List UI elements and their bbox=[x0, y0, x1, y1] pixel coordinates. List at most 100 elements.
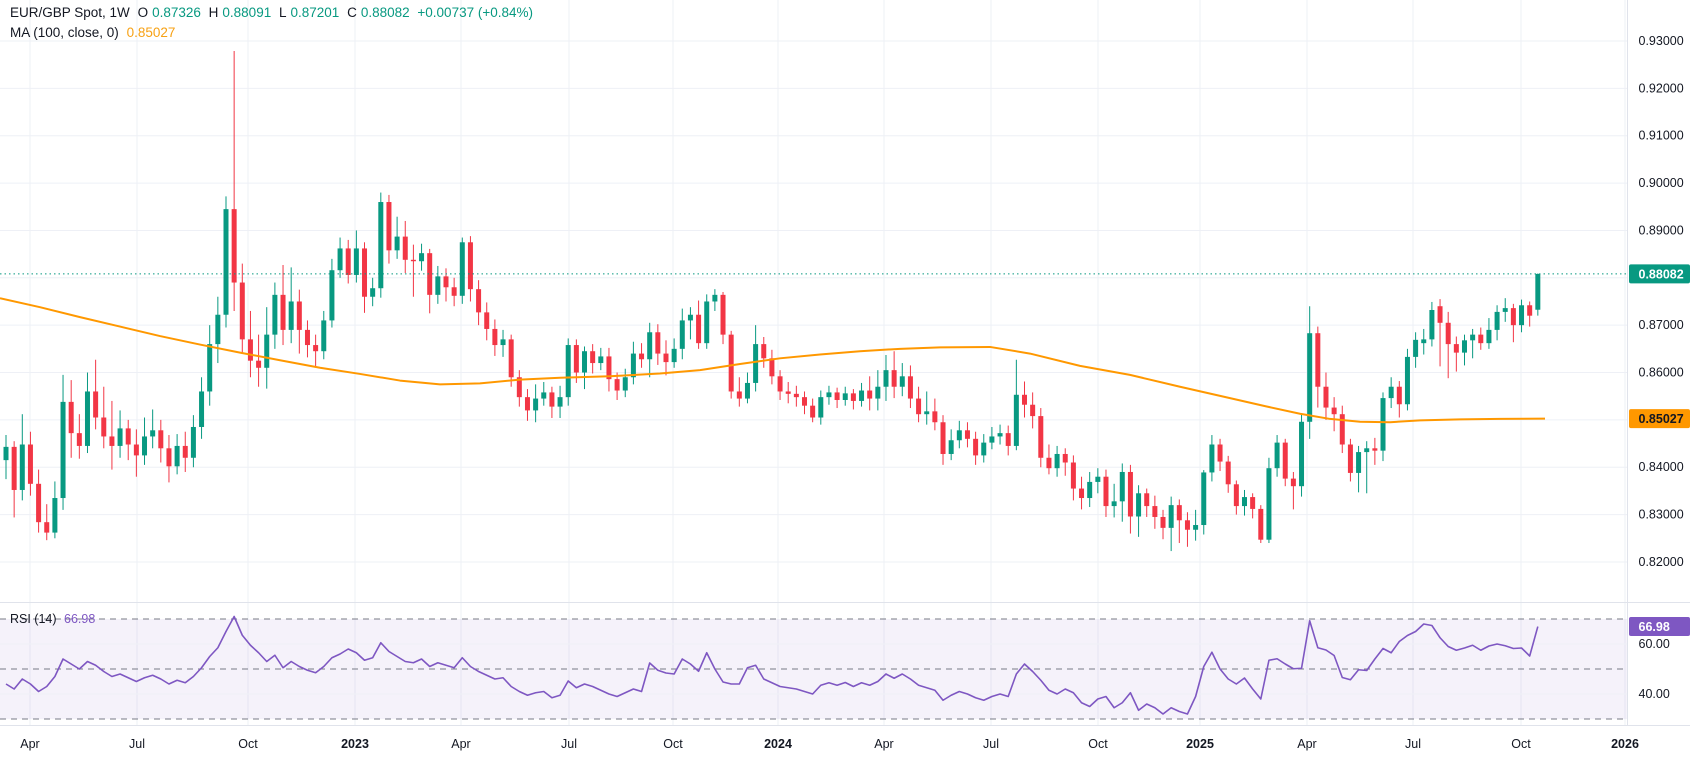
candle-up bbox=[948, 440, 954, 454]
price-axis-label[interactable]: 0.89000 bbox=[1639, 223, 1684, 237]
candle-down bbox=[769, 358, 775, 377]
price-axis-label[interactable]: 0.92000 bbox=[1639, 81, 1684, 95]
price-axis-label[interactable]: 0.86000 bbox=[1639, 366, 1684, 380]
symbol-title[interactable]: EUR/GBP Spot, 1W bbox=[10, 5, 130, 20]
candle-up bbox=[924, 411, 930, 415]
candle-down bbox=[916, 398, 922, 415]
ohlc-high-value: 0.88091 bbox=[222, 5, 272, 20]
candle-down bbox=[410, 259, 416, 262]
candle-down bbox=[549, 392, 555, 407]
candle-down bbox=[524, 397, 530, 411]
ma-price-badge-text: 0.85027 bbox=[1639, 412, 1684, 426]
candle-down bbox=[1453, 344, 1459, 353]
ma-title[interactable]: MA (100, close, 0) bbox=[10, 25, 119, 40]
candle-down bbox=[850, 393, 856, 401]
candle-down bbox=[256, 360, 262, 368]
candle-down bbox=[1217, 444, 1223, 462]
candle-up bbox=[557, 397, 563, 407]
time-axis-label[interactable]: Apr bbox=[20, 737, 39, 751]
candle-down bbox=[11, 446, 17, 490]
candle-up bbox=[1429, 310, 1435, 340]
candle-down bbox=[27, 444, 33, 484]
time-axis-label[interactable]: Jul bbox=[1405, 737, 1421, 751]
time-axis-label[interactable]: Jul bbox=[561, 737, 577, 751]
candle-down bbox=[1062, 453, 1068, 463]
price-axis-label[interactable]: 0.84000 bbox=[1639, 460, 1684, 474]
candle-down bbox=[964, 430, 970, 439]
candle-up bbox=[1013, 394, 1019, 446]
candle-down bbox=[313, 345, 319, 352]
candle-down bbox=[1323, 386, 1329, 408]
time-axis-label[interactable]: Oct bbox=[1088, 737, 1108, 751]
price-axis-label[interactable]: 0.90000 bbox=[1639, 176, 1684, 190]
candle-down bbox=[932, 411, 938, 423]
candle-down bbox=[443, 276, 449, 288]
candle-down bbox=[891, 370, 897, 387]
candle-down bbox=[247, 339, 253, 361]
candle-up bbox=[842, 393, 848, 400]
candle-up bbox=[1470, 334, 1476, 341]
price-axis-label[interactable]: 0.87000 bbox=[1639, 318, 1684, 332]
candle-up bbox=[19, 444, 25, 490]
last-price-badge-text: 0.88082 bbox=[1639, 267, 1684, 281]
candle-up bbox=[647, 332, 653, 360]
ma-legend[interactable]: MA (100, close, 0) 0.85027 bbox=[10, 25, 179, 40]
symbol-legend[interactable]: EUR/GBP Spot, 1W O 0.87326 H 0.88091 L 0.87… bbox=[10, 5, 537, 20]
candle-down bbox=[158, 430, 164, 449]
candle-up bbox=[272, 294, 278, 335]
rsi-axis-label[interactable]: 40.00 bbox=[1639, 687, 1670, 701]
time-axis-label[interactable]: 2026 bbox=[1611, 737, 1639, 751]
candle-down bbox=[1184, 520, 1190, 530]
rsi-title[interactable]: RSI (14) bbox=[10, 612, 57, 626]
ohlc-open-value: 0.87326 bbox=[152, 5, 201, 20]
price-axis-label[interactable]: 0.82000 bbox=[1639, 555, 1684, 569]
candle-up bbox=[859, 390, 865, 401]
candle-up bbox=[679, 320, 685, 349]
candle-up bbox=[565, 345, 571, 398]
candle-up bbox=[1054, 453, 1060, 469]
candle-down bbox=[1144, 493, 1150, 507]
rsi-legend[interactable]: RSI (14) 66.98 bbox=[10, 612, 99, 626]
candle-down bbox=[573, 345, 579, 373]
price-axis-label[interactable]: 0.83000 bbox=[1639, 508, 1684, 522]
time-axis-label[interactable]: Oct bbox=[238, 737, 258, 751]
change-value: +0.00737 (+0.84%) bbox=[417, 5, 533, 20]
time-axis-label[interactable]: Oct bbox=[663, 737, 683, 751]
candle-down bbox=[793, 393, 799, 398]
candle-down bbox=[736, 391, 742, 399]
candle-down bbox=[639, 353, 645, 360]
candle-down bbox=[1127, 471, 1133, 517]
candle-up bbox=[150, 430, 156, 437]
time-axis-label[interactable]: 2023 bbox=[341, 737, 369, 751]
time-axis-label[interactable]: Apr bbox=[1297, 737, 1316, 751]
candle-down bbox=[451, 287, 457, 296]
candle-down bbox=[109, 436, 115, 446]
time-axis-label[interactable]: Jul bbox=[129, 737, 145, 751]
candle-down bbox=[1152, 506, 1158, 517]
time-axis-label[interactable]: Oct bbox=[1511, 737, 1531, 751]
time-axis-label[interactable]: Apr bbox=[451, 737, 470, 751]
candle-down bbox=[484, 312, 490, 329]
candle-up bbox=[1535, 273, 1541, 310]
candle-up bbox=[337, 248, 343, 271]
candle-down bbox=[125, 428, 131, 445]
time-axis-label[interactable]: 2025 bbox=[1186, 737, 1214, 751]
time-axis-label[interactable]: Jul bbox=[983, 737, 999, 751]
rsi-line bbox=[5, 615, 1539, 715]
candle-up bbox=[1241, 497, 1247, 507]
time-axis-label[interactable]: Apr bbox=[874, 737, 893, 751]
rsi-axis-label[interactable]: 60.00 bbox=[1639, 637, 1670, 651]
candle-down bbox=[182, 445, 188, 458]
candle-up bbox=[215, 314, 221, 345]
candle-up bbox=[142, 436, 148, 456]
candle-up bbox=[582, 351, 588, 373]
candle-up bbox=[1201, 472, 1207, 526]
price-axis-label[interactable]: 0.93000 bbox=[1639, 34, 1684, 48]
ohlc-low-value: 0.87201 bbox=[290, 5, 340, 20]
time-axis-label[interactable]: 2024 bbox=[764, 737, 792, 751]
price-axis-label[interactable]: 0.91000 bbox=[1639, 129, 1684, 143]
candle-down bbox=[386, 202, 392, 251]
last-price-badge bbox=[1629, 264, 1690, 284]
candle-down bbox=[1070, 462, 1076, 489]
